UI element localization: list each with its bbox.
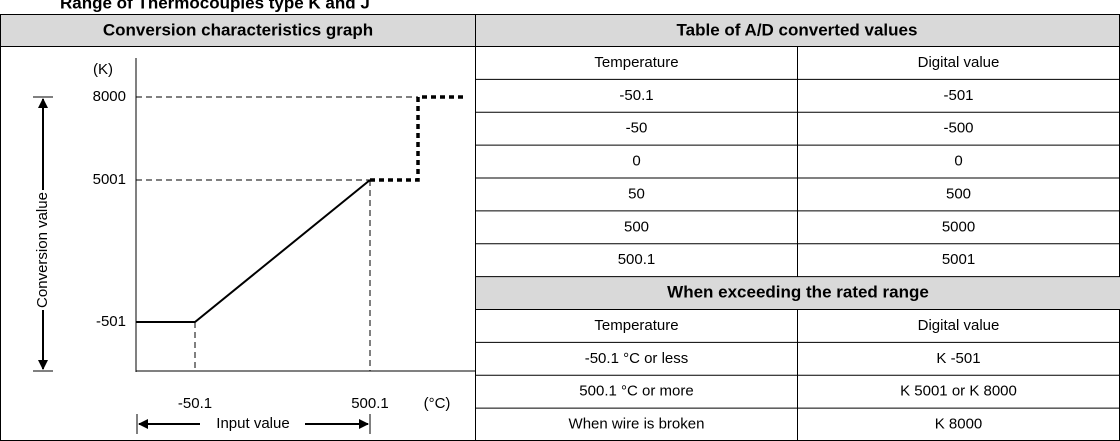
cell: K 5001 or K 8000	[900, 383, 1017, 400]
cell: -50.1 °C or less	[585, 350, 689, 367]
section-bg	[476, 276, 1120, 310]
label-bg	[34, 192, 52, 308]
y-axis-title: Conversion value	[34, 192, 51, 308]
cell: 0	[954, 153, 962, 170]
cell: Temperature	[594, 54, 678, 71]
graph-heading: Conversion characteristics graph	[103, 20, 373, 39]
x-axis-title: Input value	[216, 415, 289, 432]
header-bg	[1, 15, 475, 46]
page-title: Range of Thermocouples type K and J	[60, 0, 370, 12]
section-heading: When exceeding the rated range	[667, 283, 929, 302]
cell: 5000	[942, 218, 975, 235]
cell: 500.1	[618, 251, 656, 268]
y-unit: (K)	[93, 61, 113, 78]
y-label: 8000	[93, 88, 126, 105]
x-label: -50.1	[178, 395, 212, 412]
cell: 0	[632, 153, 640, 170]
cell: 500.1 °C or more	[579, 383, 693, 400]
table-heading: Table of A/D converted values	[677, 20, 918, 39]
cell: Digital value	[918, 54, 1000, 71]
cell: K -501	[936, 350, 980, 367]
cell: 500	[624, 218, 649, 235]
cell: -500	[943, 120, 973, 137]
cell: 5001	[942, 251, 975, 268]
cell: -501	[943, 87, 973, 104]
graph	[33, 58, 475, 434]
table: Temperature Digital value -50.1 -501 -50 -500…	[476, 46, 1120, 441]
y-label: -501	[96, 313, 126, 330]
header-bg	[476, 15, 1119, 46]
cell: Temperature	[594, 317, 678, 334]
cell: 500	[946, 185, 971, 202]
cell: When wire is broken	[569, 416, 705, 433]
x-label: 500.1	[351, 395, 389, 412]
cell: K 8000	[935, 416, 983, 433]
cell: -50	[626, 120, 648, 137]
cell: 50	[628, 185, 645, 202]
y-label: 5001	[93, 171, 126, 188]
cell: Digital value	[918, 317, 1000, 334]
cell: -50.1	[619, 87, 653, 104]
x-unit: (°C)	[424, 395, 451, 412]
